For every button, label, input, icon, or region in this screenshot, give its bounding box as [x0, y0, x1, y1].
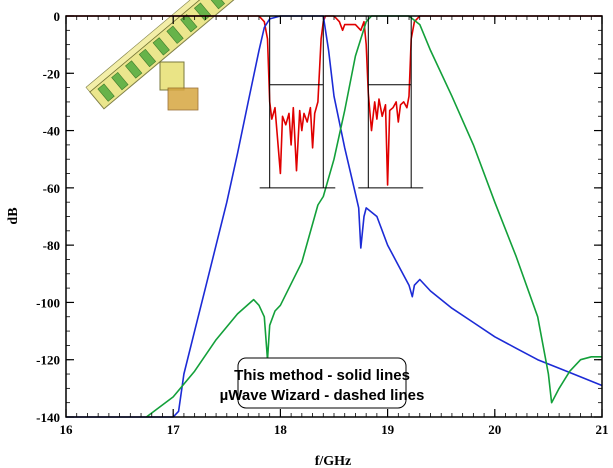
x-tick-label-21: 21 — [596, 422, 609, 437]
x-tick-label-16: 16 — [60, 422, 74, 437]
x-tick-label-19: 19 — [381, 422, 395, 437]
legend: This method - solid lines µWave Wizard -… — [220, 357, 425, 409]
x-axis-title: f/GHz — [315, 454, 352, 468]
legend-line-1: This method - solid lines — [234, 367, 410, 384]
legend-box — [237, 357, 407, 409]
x-tick-label-17: 17 — [167, 422, 181, 437]
axes: 16 17 18 19 20 21 0 -20 -40 -60 -80 -100 -120 -140 — [36, 9, 608, 437]
x-tick-label-20: 20 — [488, 422, 501, 437]
y-tick-label--80: -80 — [43, 238, 60, 253]
y-axis-title: dB — [6, 207, 21, 224]
y-tick-label--40: -40 — [43, 124, 60, 139]
legend-line-2: µWave Wizard - dashed lines — [220, 387, 425, 404]
plot-frame — [65, 15, 603, 418]
y-tick-label--140: -140 — [36, 410, 60, 425]
waveguide-port-illustration — [159, 61, 199, 111]
plot-area — [66, 15, 603, 418]
y-tick-label--120: -120 — [36, 353, 60, 368]
y-tick-label-0: 0 — [54, 9, 61, 24]
series-line-2 — [145, 15, 602, 418]
y-tick-label--20: -20 — [43, 66, 60, 81]
y-tick-label--100: -100 — [36, 295, 60, 310]
x-tick-label-18: 18 — [274, 422, 288, 437]
spec-mask-1 — [358, 16, 424, 189]
spec-mask-0 — [259, 16, 336, 189]
series-line-0 — [66, 15, 602, 186]
y-tick-label--60: -60 — [43, 181, 60, 196]
series-line-1 — [66, 15, 603, 418]
